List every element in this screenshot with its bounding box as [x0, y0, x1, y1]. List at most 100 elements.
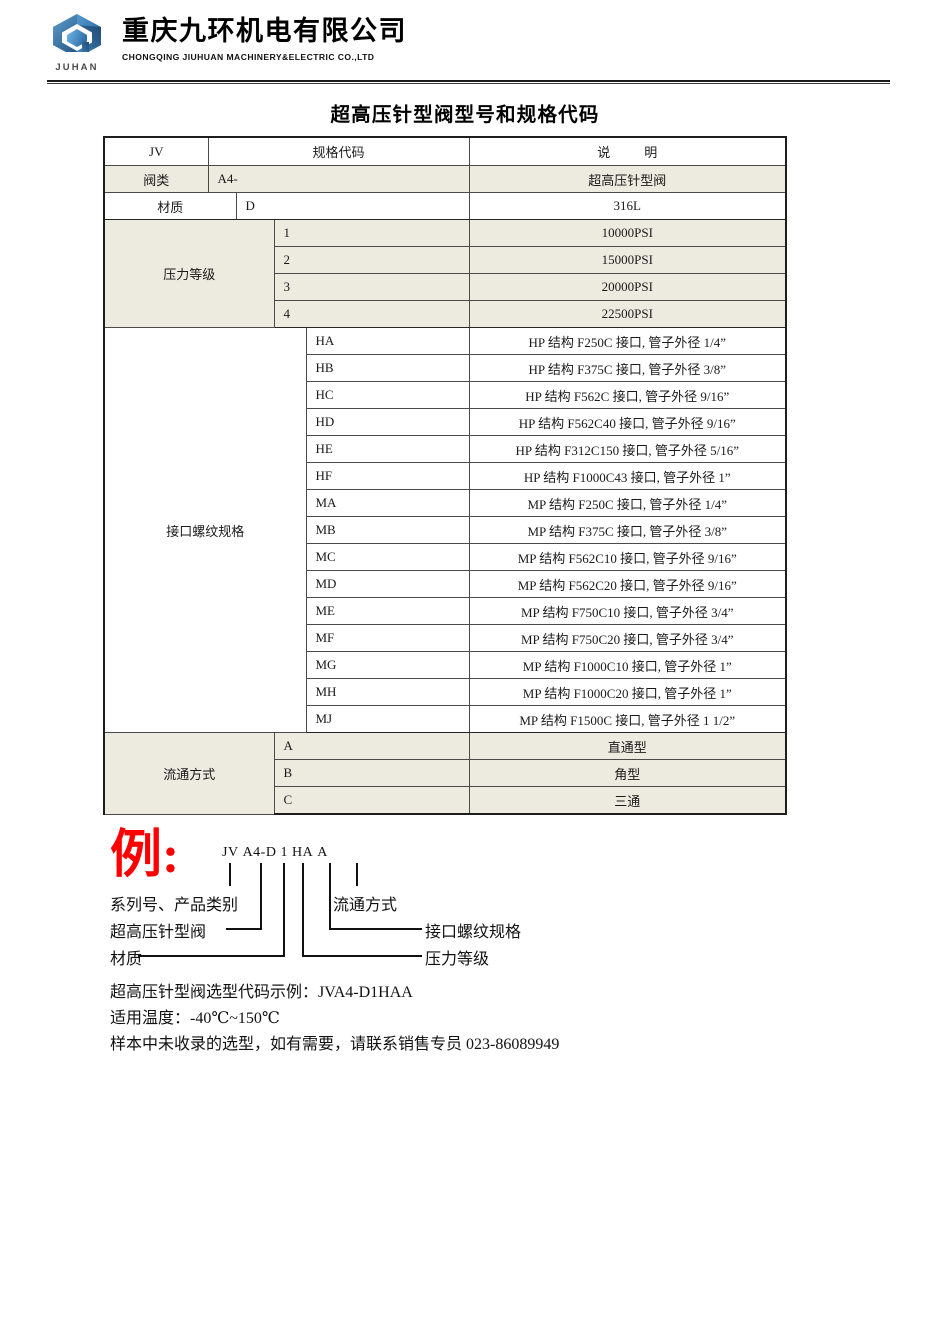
row-code-thread-12: MF — [305, 624, 470, 652]
row-desc-flow-2: 角型 — [468, 759, 788, 787]
row-desc-thread-11: MP 结构 F750C10 接口, 管子外径 3/4” — [468, 597, 788, 625]
row-desc-thread-4: HP 结构 F562C40 接口, 管子外径 9/16” — [468, 408, 788, 436]
row-desc-pressure-2: 15000PSI — [468, 246, 788, 274]
header-description: 说明 — [468, 136, 788, 166]
row-desc-pressure-3: 20000PSI — [468, 273, 788, 301]
example-label-thread: 接口螺纹规格 — [425, 924, 522, 941]
row-code-thread-8: MB — [305, 516, 470, 544]
code-part-thread: HA — [291, 845, 314, 860]
row-code-flow-1: A — [273, 732, 470, 760]
row-desc-material: 316L — [468, 192, 788, 220]
row-desc-thread-15: MP 结构 F1500C 接口, 管子外径 1 1/2” — [468, 705, 788, 733]
table-row-thread-13: MG MP 结构 F1000C10 接口, 管子外径 1” — [104, 651, 788, 679]
row-code-flow-3: C — [273, 786, 470, 815]
row-desc-thread-12: MP 结构 F750C20 接口, 管子外径 3/4” — [468, 624, 788, 652]
brand-names: 重庆九环机电有限公司 CHONGQING JIUHUAN MACHINERY&E… — [122, 11, 407, 62]
group-label-flow: 流通方式 — [103, 732, 275, 815]
brand-block: JUHAN 重庆九环机电有限公司 CHONGQING JIUHUAN MACHI… — [46, 11, 407, 81]
row-code-flow-2: B — [273, 759, 470, 787]
company-name-en: CHONGQING JIUHUAN MACHINERY&ELECTRIC CO.… — [122, 51, 375, 62]
row-desc-thread-2: HP 结构 F375C 接口, 管子外径 3/8” — [468, 354, 788, 382]
header-divider-rule — [47, 80, 890, 84]
row-desc-thread-13: MP 结构 F1000C10 接口, 管子外径 1” — [468, 651, 788, 679]
table-row-thread-5: HE HP 结构 F312C150 接口, 管子外径 5/16” — [104, 435, 788, 463]
table-row-thread-12: MF MP 结构 F750C20 接口, 管子外径 3/4” — [104, 624, 788, 652]
row-code-thread-7: MA — [305, 489, 470, 517]
example-label-flow: 流通方式 — [333, 897, 398, 914]
row-desc-thread-8: MP 结构 F375C 接口, 管子外径 3/8” — [468, 516, 788, 544]
row-desc-valve-type: 超高压针型阀 — [468, 165, 788, 193]
code-part-pressure: 1 — [280, 845, 288, 860]
header-desc-word-2: 明 — [644, 145, 658, 160]
row-code-valve-type: A4- — [207, 165, 470, 193]
example-heading: 例: — [110, 827, 180, 884]
page-header: JUHAN 重庆九环机电有限公司 CHONGQING JIUHUAN MACHI… — [0, 0, 930, 92]
group-label-thread: 接口螺纹规格 — [103, 327, 307, 733]
example-label-pressure: 压力等级 — [425, 951, 490, 968]
row-code-thread-11: ME — [305, 597, 470, 625]
spec-code-table: JV 规格代码 说明 阀类 A4- 超高压针型阀 材质 D 316L 压力等级 … — [103, 136, 788, 815]
row-desc-thread-10: MP 结构 F562C20 接口, 管子外径 9/16” — [468, 570, 788, 598]
group-label-pressure: 压力等级 — [103, 219, 275, 328]
example-label-valve: 超高压针型阀 — [110, 924, 207, 941]
table-row-thread-3: HC HP 结构 F562C 接口, 管子外径 9/16” — [104, 381, 788, 409]
table-header-row: JV 规格代码 说明 — [103, 136, 788, 166]
row-code-thread-10: MD — [305, 570, 470, 598]
juhan-hexagon-logo-icon: JUHAN — [46, 11, 108, 81]
notes-block: 超高压针型阀选型代码示例：JVA4-D1HAA 适用温度：-40℃~150℃ 样… — [110, 980, 559, 1058]
header-series: JV — [103, 136, 209, 166]
example-diagram: 例: JV A4-D 1 HA A 系列号、产品类别 超高压针型阀 材质 流通方… — [0, 828, 930, 973]
row-desc-thread-7: MP 结构 F250C 接口, 管子外径 1/4” — [468, 489, 788, 517]
table-row-pressure-1: 压力等级 1 10000PSI — [103, 219, 788, 328]
row-code-thread-4: HD — [305, 408, 470, 436]
page-title: 超高压针型阀型号和规格代码 — [330, 105, 600, 126]
row-code-pressure-2: 2 — [273, 246, 470, 274]
note-line-2: 适用温度：-40℃~150℃ — [110, 1010, 280, 1027]
table-row-flow-1: 流通方式 A 直通型 — [103, 732, 788, 815]
header-spec-code: 规格代码 — [207, 136, 470, 166]
row-code-thread-13: MG — [305, 651, 470, 679]
code-part-flow: A — [317, 845, 328, 860]
row-code-thread-1: HA — [305, 327, 470, 355]
table-row-flow-2: B 角型 — [104, 759, 788, 787]
logo-wordmark: JUHAN — [55, 62, 99, 73]
row-code-thread-5: HE — [305, 435, 470, 463]
table-row-pressure-3: 3 20000PSI — [104, 273, 788, 301]
row-label-valve-type: 阀类 — [103, 165, 209, 193]
table-row-thread-4: HD HP 结构 F562C40 接口, 管子外径 9/16” — [104, 408, 788, 436]
row-desc-thread-9: MP 结构 F562C10 接口, 管子外径 9/16” — [468, 543, 788, 571]
note-line-3: 样本中未收录的选型，如有需要，请联系销售专员 023-86089949 — [110, 1036, 560, 1053]
note-line-1: 超高压针型阀选型代码示例：JVA4-D1HAA — [110, 984, 413, 1001]
code-part-valve-material: A4-D — [242, 845, 277, 860]
company-name-cn: 重庆九环机电有限公司 — [122, 16, 407, 46]
example-code-string: JV A4-D 1 HA A — [222, 845, 328, 861]
table-row-thread-10: MD MP 结构 F562C20 接口, 管子外径 9/16” — [104, 570, 788, 598]
row-desc-thread-1: HP 结构 F250C 接口, 管子外径 1/4” — [468, 327, 788, 355]
example-label-series: 系列号、产品类别 — [110, 897, 239, 914]
row-desc-flow-1: 直通型 — [468, 732, 788, 760]
table-row-thread-1: 接口螺纹规格 HA HP 结构 F250C 接口, 管子外径 1/4” — [103, 327, 788, 733]
table-row-pressure-4: 4 22500PSI — [104, 300, 788, 328]
table-row-material: 材质 D 316L — [103, 192, 788, 220]
row-desc-thread-3: HP 结构 F562C 接口, 管子外径 9/16” — [468, 381, 788, 409]
leader-lines — [138, 863, 422, 957]
row-code-thread-6: HF — [305, 462, 470, 490]
row-code-thread-2: HB — [305, 354, 470, 382]
table-row-valve-type: 阀类 A4- 超高压针型阀 — [103, 165, 788, 193]
row-code-pressure-4: 4 — [273, 300, 470, 328]
example-label-material: 材质 — [110, 951, 143, 968]
row-code-material: D — [235, 192, 470, 220]
code-part-series: JV — [222, 845, 239, 860]
table-row-thread-15: MJ MP 结构 F1500C 接口, 管子外径 1 1/2” — [104, 705, 788, 733]
row-desc-flow-3: 三通 — [468, 786, 788, 815]
row-code-pressure-3: 3 — [273, 273, 470, 301]
row-code-thread-9: MC — [305, 543, 470, 571]
row-desc-thread-5: HP 结构 F312C150 接口, 管子外径 5/16” — [468, 435, 788, 463]
row-desc-pressure-4: 22500PSI — [468, 300, 788, 328]
row-desc-pressure-1: 10000PSI — [468, 219, 788, 247]
row-desc-thread-14: MP 结构 F1000C20 接口, 管子外径 1” — [468, 678, 788, 706]
table-row-flow-3: C 三通 — [104, 786, 788, 815]
row-code-thread-14: MH — [305, 678, 470, 706]
row-desc-thread-6: HP 结构 F1000C43 接口, 管子外径 1” — [468, 462, 788, 490]
row-code-thread-3: HC — [305, 381, 470, 409]
